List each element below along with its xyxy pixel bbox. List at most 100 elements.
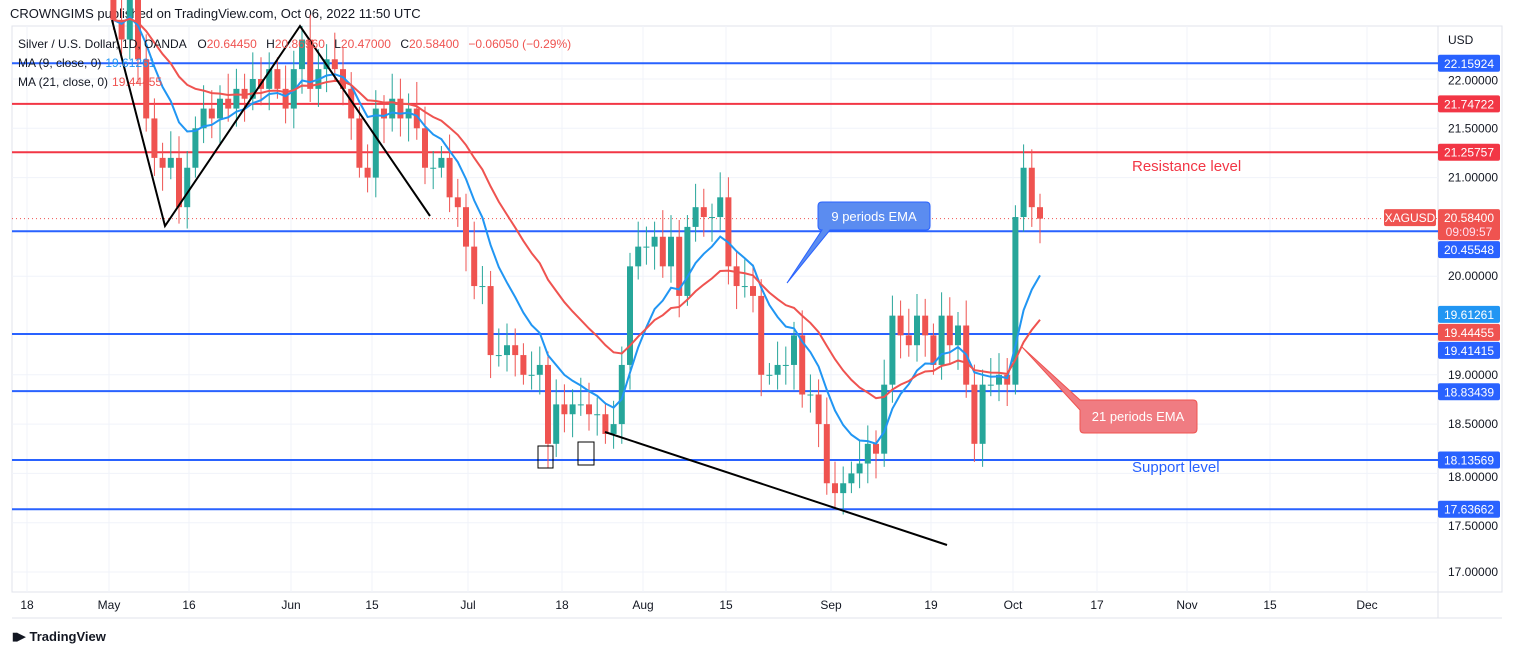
symbol-label: Silver / U.S. Dollar, 1D, OANDA: [18, 37, 187, 51]
last-price-label: 20.58400: [1444, 211, 1494, 225]
close-label: C: [400, 37, 409, 51]
low-label: L: [334, 37, 341, 51]
candle-down: [676, 236, 683, 296]
y-tick-label: 19.00000: [1448, 368, 1498, 382]
candle-down: [520, 355, 527, 375]
high-value: 20.86960: [274, 37, 325, 51]
candle-up: [192, 128, 199, 168]
candle-down: [897, 315, 904, 336]
ema9-callout-label: 9 periods EMA: [831, 209, 917, 224]
candle-up: [848, 473, 855, 484]
candle-down: [143, 59, 150, 119]
x-tick-label: Nov: [1176, 598, 1197, 612]
x-tick-label: Sep: [820, 598, 842, 612]
level-price-label: 19.41415: [1444, 344, 1494, 358]
ma9-line[interactable]: [112, 15, 1041, 445]
candle-down: [700, 207, 707, 218]
candle-down: [561, 404, 568, 415]
x-tick-label: Dec: [1356, 598, 1377, 612]
candle-up: [627, 266, 633, 365]
candle-up: [1020, 167, 1027, 218]
candle-down: [446, 157, 453, 198]
candle-down: [176, 157, 182, 208]
ma21-label: MA (21, close, 0): [18, 75, 109, 89]
ma9-legend[interactable]: MA (9, close, 0) 19.61261: [18, 54, 571, 73]
support-label: Support level: [1132, 459, 1220, 476]
y-tick-label: 18.50000: [1448, 417, 1498, 431]
x-tick-label: Aug: [632, 598, 653, 612]
y-tick-label: 21.00000: [1448, 171, 1498, 185]
candle-up: [979, 384, 986, 444]
candle-down: [545, 364, 551, 444]
y-tick-label: 20.00000: [1448, 269, 1498, 283]
x-tick-label: 18: [555, 598, 569, 612]
candle-down: [159, 157, 166, 168]
candle-down: [487, 286, 494, 356]
candle-down: [750, 286, 756, 296]
candle-down: [208, 108, 215, 119]
candle-down: [397, 98, 404, 119]
symbol-tag: XAGUSD: [1385, 211, 1436, 225]
candle-up: [889, 315, 896, 385]
candle-up: [684, 226, 691, 296]
candle-up: [864, 443, 871, 464]
candle-up: [553, 404, 560, 444]
level-price-label: 21.74722: [1444, 97, 1494, 111]
candle-up: [233, 88, 240, 109]
level-price-label: 17.63662: [1444, 503, 1494, 517]
candle-down: [1037, 207, 1043, 219]
pattern-trendline[interactable]: [111, 19, 431, 229]
resistance-label: Resistance level: [1132, 158, 1241, 175]
candle-up: [430, 167, 437, 169]
level-price-label-bg: [1438, 95, 1500, 113]
candle-up: [1012, 217, 1019, 385]
open-value: 20.64450: [206, 37, 257, 51]
candle-down: [946, 315, 953, 346]
x-tick-label: 15: [1263, 598, 1277, 612]
change-value: −0.06050 (−0.29%): [468, 37, 572, 51]
ohlc-row: Silver / U.S. Dollar, 1D, OANDA O20.6445…: [18, 35, 571, 54]
candle-down: [471, 246, 478, 287]
candle-up: [791, 335, 797, 365]
candle-down: [274, 69, 281, 89]
candle-down: [307, 39, 314, 89]
candle-down: [356, 118, 363, 168]
candle-up: [774, 364, 781, 375]
ema9-callout[interactable]: [786, 201, 931, 284]
candle-down: [512, 345, 519, 356]
candle-up: [766, 374, 773, 376]
chart-frame: [11, 25, 1503, 593]
candle-up: [987, 384, 994, 386]
ma-price-label-bg: [1438, 323, 1500, 341]
candle-up: [389, 98, 396, 119]
candle-down: [799, 335, 806, 395]
currency-label: USD: [1448, 33, 1474, 47]
candle-down: [151, 118, 158, 158]
bottom-marker-box[interactable]: [537, 445, 554, 469]
tradingview-footer[interactable]: ▮▶ TradingView: [12, 629, 106, 644]
y-tick-label: 22.00000: [1448, 73, 1498, 87]
candle-up: [955, 325, 961, 346]
level-price-label-bg: [1438, 451, 1500, 469]
x-tick-label: Jul: [460, 598, 475, 612]
ema21-callout[interactable]: [1021, 346, 1198, 434]
bottom-marker-box[interactable]: [577, 441, 595, 466]
candle-up: [266, 69, 273, 89]
candle-down: [331, 59, 338, 70]
candle-down: [1004, 374, 1011, 385]
ema21-callout-label: 21 periods EMA: [1092, 409, 1185, 424]
level-price-label-bg: [1438, 241, 1500, 259]
candle-up: [692, 207, 699, 227]
x-tick-label: May: [98, 598, 121, 612]
ma21-line[interactable]: [113, 17, 1041, 400]
candle-down: [758, 295, 765, 375]
candle-up: [577, 404, 584, 406]
level-price-label-bg: [1438, 500, 1500, 518]
support-trendline[interactable]: [604, 431, 948, 546]
ma-price-label: 19.44455: [1444, 326, 1494, 340]
candle-up: [184, 167, 191, 208]
high-label: H: [266, 37, 275, 51]
candle-up: [569, 404, 576, 415]
ma21-legend[interactable]: MA (21, close, 0) 19.44455: [18, 73, 571, 92]
